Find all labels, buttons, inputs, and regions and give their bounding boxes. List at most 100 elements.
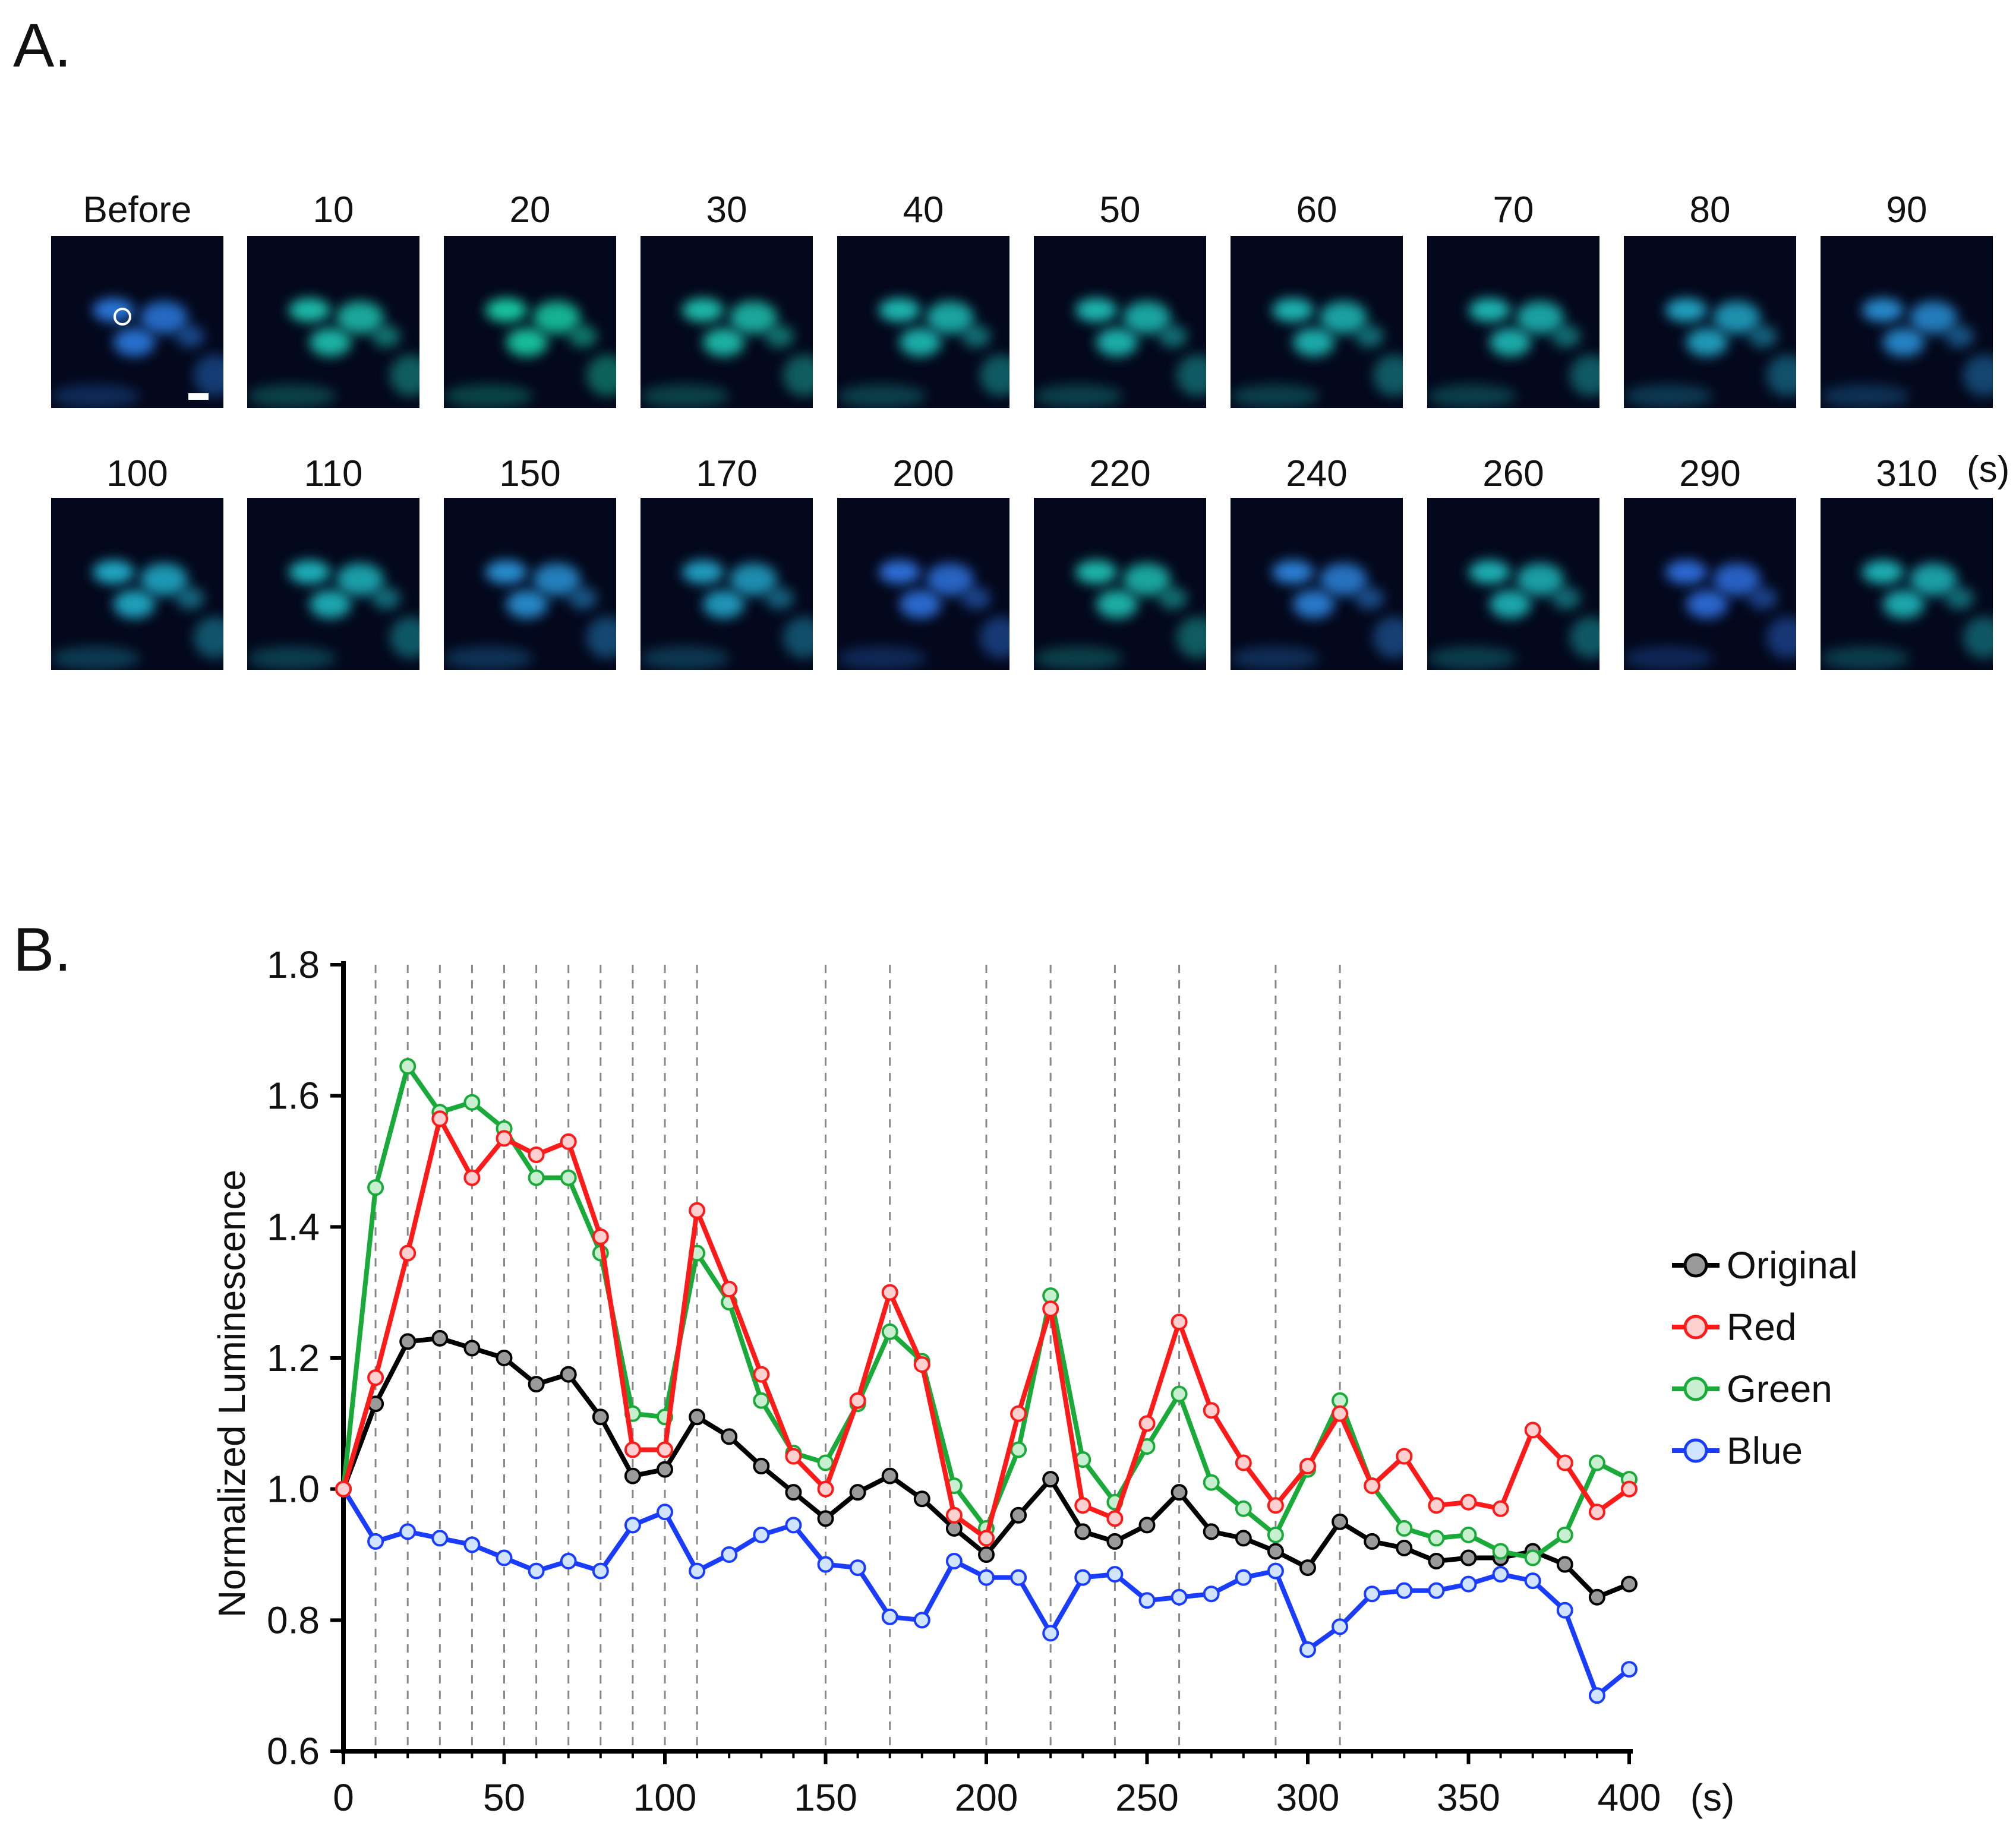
- data-point: [560, 1169, 577, 1186]
- time-unit-label: (s): [1967, 449, 2010, 490]
- data-point: [1524, 1549, 1541, 1566]
- data-point: [1364, 1477, 1381, 1495]
- data-point: [1492, 1566, 1509, 1583]
- data-point: [1203, 1523, 1220, 1540]
- data-point: [1460, 1549, 1477, 1566]
- frame-time-label: 240: [1286, 453, 1348, 494]
- legend-marker: [1683, 1438, 1708, 1463]
- cell-blob: [1034, 646, 1123, 670]
- data-point: [1492, 1500, 1509, 1517]
- data-point: [1171, 1484, 1188, 1501]
- data-point: [1042, 1471, 1059, 1488]
- y-axis-label: Normalized Luminescence: [210, 1170, 253, 1618]
- cell-blob: [569, 325, 597, 348]
- data-point: [849, 1484, 866, 1501]
- y-tick-label: 1.0: [267, 1468, 320, 1511]
- cell-blob: [390, 355, 419, 396]
- data-point: [689, 1408, 706, 1426]
- cell-blob: [1665, 560, 1707, 584]
- data-point: [528, 1376, 545, 1393]
- cell-blob: [194, 355, 223, 396]
- data-point: [1364, 1585, 1381, 1603]
- cell-blob: [1883, 590, 1924, 618]
- cell-blob: [1686, 328, 1728, 356]
- cell-blob: [1570, 355, 1599, 396]
- data-point: [753, 1366, 770, 1383]
- data-point: [1235, 1454, 1252, 1471]
- series-line: [341, 1116, 1631, 1541]
- data-point: [785, 1517, 802, 1534]
- microscopy-frame: [444, 498, 616, 670]
- data-point: [1621, 1471, 1638, 1488]
- frame-time-label: 170: [696, 453, 758, 494]
- series-original: [335, 1329, 1638, 1606]
- microscopy-frame: [1427, 236, 1599, 408]
- data-point: [1106, 1493, 1124, 1511]
- cell-blob: [1075, 560, 1117, 584]
- cell-blob: [1427, 384, 1516, 408]
- data-point: [496, 1130, 513, 1147]
- series-line: [341, 1335, 1630, 1600]
- x-tick-label: 50: [483, 1776, 525, 1819]
- data-point: [1074, 1569, 1091, 1586]
- cell-blob: [444, 646, 533, 670]
- data-point: [1074, 1523, 1091, 1540]
- data-point: [335, 1480, 352, 1498]
- cell-blob: [93, 560, 134, 584]
- data-point: [1203, 1585, 1220, 1603]
- frame-time-label: 40: [903, 189, 944, 230]
- frame-time-label: 60: [1296, 189, 1337, 230]
- cell-blob: [1427, 646, 1516, 670]
- data-point: [1588, 1454, 1605, 1471]
- data-point: [881, 1323, 898, 1340]
- cell-blob: [783, 617, 813, 658]
- data-point: [431, 1329, 449, 1347]
- cell-blob: [703, 328, 744, 356]
- data-point: [496, 1549, 513, 1566]
- cell-blob: [1749, 325, 1777, 348]
- data-point: [1621, 1661, 1638, 1678]
- data-point: [1138, 1592, 1156, 1609]
- data-point: [1106, 1533, 1124, 1550]
- data-point: [1428, 1582, 1445, 1599]
- cell-blob: [1469, 560, 1510, 584]
- cell-blob: [1231, 646, 1320, 670]
- data-point: [1267, 1543, 1284, 1560]
- data-point: [1332, 1392, 1349, 1409]
- cell-blob: [176, 587, 204, 609]
- data-point: [1267, 1562, 1284, 1580]
- cell-blob: [51, 646, 140, 670]
- frame-time-label: Before: [83, 189, 192, 230]
- data-point: [463, 1094, 481, 1111]
- cell-blob: [962, 587, 990, 609]
- data-point: [913, 1612, 930, 1629]
- data-point: [1235, 1500, 1252, 1517]
- data-point: [1267, 1497, 1284, 1514]
- cell-blob: [1686, 590, 1728, 618]
- scale-bar: [188, 393, 209, 400]
- data-point: [560, 1133, 577, 1150]
- cell-blob: [703, 590, 744, 618]
- data-point: [1364, 1533, 1381, 1550]
- legend-marker: [1683, 1376, 1708, 1401]
- data-point: [1396, 1539, 1413, 1556]
- data-point: [1556, 1454, 1573, 1471]
- data-point: [1588, 1503, 1605, 1521]
- data-point: [560, 1553, 577, 1570]
- data-point: [431, 1104, 449, 1121]
- data-point: [624, 1467, 641, 1484]
- cell-blob: [1945, 325, 1974, 348]
- frame-time-label: 200: [892, 453, 954, 494]
- series-line: [341, 1064, 1630, 1561]
- microscopy-frame: [641, 236, 813, 408]
- legend-item: Red: [1672, 1306, 1796, 1348]
- cell-blob: [1624, 646, 1713, 670]
- cell-blob: [980, 617, 1009, 658]
- cell-blob: [113, 590, 155, 618]
- data-point: [399, 1245, 417, 1262]
- data-point: [913, 1490, 930, 1508]
- cell-blob: [390, 617, 419, 658]
- cell-blob: [586, 617, 616, 658]
- data-point: [1332, 1513, 1349, 1530]
- y-tick-label: 0.6: [267, 1730, 320, 1773]
